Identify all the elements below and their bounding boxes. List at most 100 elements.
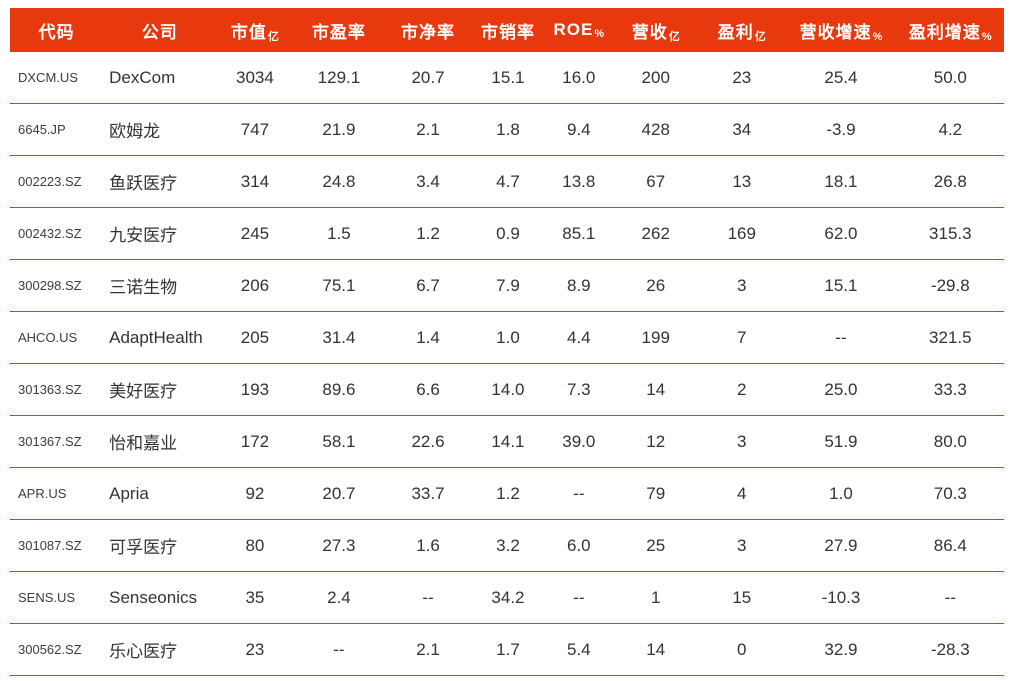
column-header: 市盈率 bbox=[293, 8, 385, 52]
company-name-cell: 欧姆龙 bbox=[103, 103, 217, 156]
column-header-label: 营收 bbox=[631, 22, 668, 42]
column-header: 市值亿 bbox=[216, 8, 294, 52]
table-row: APR.US Apria 92 20.7 33.7 1.2 -- 79 4 1.0 70.3 bbox=[10, 467, 1004, 520]
metric-value-cell: 15.1 bbox=[471, 52, 545, 104]
metric-value-cell: 1.0 bbox=[785, 467, 897, 520]
metric-value-cell: 3 bbox=[698, 415, 786, 468]
company-name-cell: 三诺生物 bbox=[103, 259, 217, 312]
metric-value-cell: 0 bbox=[698, 623, 786, 676]
column-header-unit: % bbox=[981, 30, 992, 43]
metric-value-cell: 169 bbox=[698, 207, 786, 260]
metric-value-cell: -10.3 bbox=[785, 571, 897, 624]
metric-value-cell: 2.4 bbox=[293, 571, 385, 624]
metric-value-cell: 1.4 bbox=[384, 311, 472, 364]
metric-value-cell: 314 bbox=[216, 155, 294, 208]
table-body: DXCM.US DexCom 3034 129.1 20.7 15.1 16.0 200 23 2… bbox=[10, 52, 1004, 676]
column-header-label: 市值 bbox=[230, 22, 267, 42]
metric-value-cell: 4.7 bbox=[471, 155, 545, 208]
stock-code-cell: APR.US bbox=[10, 467, 104, 520]
company-name-cell: Senseonics bbox=[103, 571, 217, 624]
metric-value-cell: 1 bbox=[613, 571, 699, 624]
metric-value-cell: 5.4 bbox=[544, 623, 614, 676]
metric-value-cell: -- bbox=[544, 571, 614, 624]
column-header: 营收亿 bbox=[613, 8, 699, 52]
metric-value-cell: 15 bbox=[698, 571, 786, 624]
column-header: 代码 bbox=[10, 8, 104, 52]
column-header-unit: % bbox=[872, 30, 883, 43]
column-header: 公司 bbox=[103, 8, 217, 52]
metric-value-cell: -- bbox=[293, 623, 385, 676]
company-name-cell: DexCom bbox=[103, 52, 217, 104]
metric-value-cell: 14 bbox=[613, 363, 699, 416]
stock-code-cell: 002432.SZ bbox=[10, 207, 104, 260]
metric-value-cell: 67 bbox=[613, 155, 699, 208]
metric-value-cell: 13 bbox=[698, 155, 786, 208]
metric-value-cell: 1.7 bbox=[471, 623, 545, 676]
header-row: 代码 公司 市值亿 市盈率 市净率 市销率 ROE% 营收亿 盈利亿 营收增速% 盈利增速% bbox=[10, 8, 1004, 52]
company-name-cell: 乐心医疗 bbox=[103, 623, 217, 676]
table-row: DXCM.US DexCom 3034 129.1 20.7 15.1 16.0 200 23 2… bbox=[10, 52, 1004, 104]
metric-value-cell: -- bbox=[384, 571, 472, 624]
metric-value-cell: 33.7 bbox=[384, 467, 472, 520]
metric-value-cell: 86.4 bbox=[896, 519, 1004, 572]
metric-value-cell: 4.2 bbox=[896, 103, 1004, 156]
stock-code-cell: 300298.SZ bbox=[10, 259, 104, 312]
metric-value-cell: 200 bbox=[613, 52, 699, 104]
metric-value-cell: 2.1 bbox=[384, 103, 472, 156]
column-header-unit: 亿 bbox=[267, 30, 279, 43]
metric-value-cell: 206 bbox=[216, 259, 294, 312]
column-header-label: 营收增速 bbox=[799, 22, 872, 42]
metric-value-cell: 16.0 bbox=[544, 52, 614, 104]
metric-value-cell: 58.1 bbox=[293, 415, 385, 468]
stock-code-cell: 6645.JP bbox=[10, 103, 104, 156]
metric-value-cell: 70.3 bbox=[896, 467, 1004, 520]
metric-value-cell: 22.6 bbox=[384, 415, 472, 468]
column-header: 营收增速% bbox=[785, 8, 897, 52]
metric-value-cell: -29.8 bbox=[896, 259, 1004, 312]
metric-value-cell: 3.2 bbox=[471, 519, 545, 572]
metric-value-cell: 7 bbox=[698, 311, 786, 364]
metric-value-cell: 21.9 bbox=[293, 103, 385, 156]
column-header: 盈利增速% bbox=[896, 8, 1004, 52]
metric-value-cell: 3 bbox=[698, 259, 786, 312]
metric-value-cell: 92 bbox=[216, 467, 294, 520]
metric-value-cell: 32.9 bbox=[785, 623, 897, 676]
table-row: SENS.US Senseonics 35 2.4 -- 34.2 -- 1 15 -10.3 -- bbox=[10, 571, 1004, 624]
table-row: 6645.JP 欧姆龙 747 21.9 2.1 1.8 9.4 428 34 -3.9 4.2 bbox=[10, 103, 1004, 156]
metric-value-cell: 245 bbox=[216, 207, 294, 260]
metric-value-cell: 31.4 bbox=[293, 311, 385, 364]
table-header: 代码 公司 市值亿 市盈率 市净率 市销率 ROE% 营收亿 盈利亿 营收增速% 盈利增速% bbox=[10, 8, 1004, 52]
metric-value-cell: 3034 bbox=[216, 52, 294, 104]
metric-value-cell: 747 bbox=[216, 103, 294, 156]
company-name-cell: 美好医疗 bbox=[103, 363, 217, 416]
table-row: 002432.SZ 九安医疗 245 1.5 1.2 0.9 85.1 262 169 62.0 3… bbox=[10, 207, 1004, 260]
metric-value-cell: 3 bbox=[698, 519, 786, 572]
metric-value-cell: 14 bbox=[613, 623, 699, 676]
metric-value-cell: 1.0 bbox=[471, 311, 545, 364]
metric-value-cell: 25.0 bbox=[785, 363, 897, 416]
metric-value-cell: 205 bbox=[216, 311, 294, 364]
stock-code-cell: SENS.US bbox=[10, 571, 104, 624]
metric-value-cell: -- bbox=[785, 311, 897, 364]
metric-value-cell: 129.1 bbox=[293, 52, 385, 104]
metric-value-cell: 0.9 bbox=[471, 207, 545, 260]
metric-value-cell: 262 bbox=[613, 207, 699, 260]
metric-value-cell: 4 bbox=[698, 467, 786, 520]
column-header: 盈利亿 bbox=[698, 8, 786, 52]
metric-value-cell: 9.4 bbox=[544, 103, 614, 156]
company-name-cell: Apria bbox=[103, 467, 217, 520]
metric-value-cell: 25.4 bbox=[785, 52, 897, 104]
column-header-label: 代码 bbox=[38, 22, 75, 42]
company-name-cell: 可孚医疗 bbox=[103, 519, 217, 572]
metric-value-cell: 13.8 bbox=[544, 155, 614, 208]
metric-value-cell: 3.4 bbox=[384, 155, 472, 208]
metric-value-cell: 14.0 bbox=[471, 363, 545, 416]
metric-value-cell: 26.8 bbox=[896, 155, 1004, 208]
stock-code-cell: 301367.SZ bbox=[10, 415, 104, 468]
company-name-cell: 怡和嘉业 bbox=[103, 415, 217, 468]
stock-code-cell: DXCM.US bbox=[10, 52, 104, 104]
stock-code-cell: 301363.SZ bbox=[10, 363, 104, 416]
company-name-cell: 鱼跃医疗 bbox=[103, 155, 217, 208]
metric-value-cell: 85.1 bbox=[544, 207, 614, 260]
